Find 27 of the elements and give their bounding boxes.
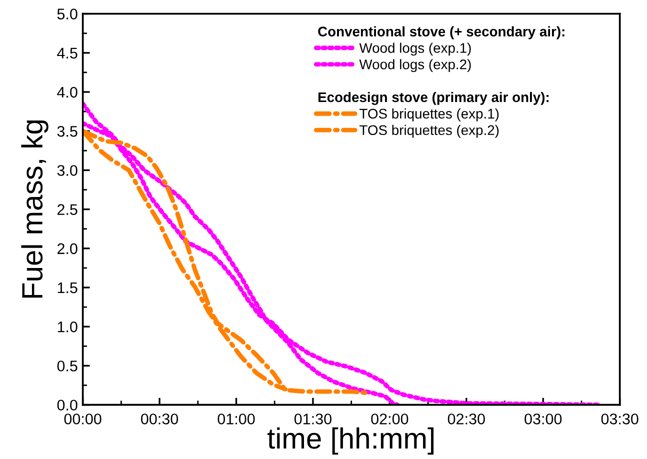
x-tick-label: 01:30 <box>294 414 332 424</box>
legend-label: TOS briquettes (exp.1) <box>360 108 499 122</box>
x-tick-label: 01:00 <box>218 414 255 424</box>
y-tick-label: 4.5 <box>57 48 78 59</box>
y-tick-label: 0.5 <box>57 360 78 372</box>
y-tick-label: 2.5 <box>57 204 78 215</box>
y-tick-label: 1.5 <box>58 282 78 294</box>
y-axis-title: Fuel mass, kg <box>21 120 48 298</box>
y-tick-label: 1.0 <box>58 321 78 332</box>
x-tick-label: 03:30 <box>601 414 638 424</box>
y-tick-label: 2.0 <box>57 243 78 254</box>
y-tick-label: 4.0 <box>57 86 78 98</box>
annotation: Conventional stove (+ secondary air): <box>318 26 564 40</box>
x-tick-label: 03:00 <box>524 414 562 424</box>
legend-label: Wood logs (exp.1) <box>359 42 471 56</box>
x-tick-label: 02:30 <box>448 414 485 424</box>
y-tick-label: 3.5 <box>57 126 78 137</box>
y-tick-label: 3.0 <box>57 165 78 176</box>
annotation: Ecodesign stove (primary air only): <box>318 92 549 105</box>
legend-label: TOS briquettes (exp.2) <box>360 124 499 138</box>
y-tick-label: 0.0 <box>57 400 78 411</box>
x-axis-title: time [hh:mm] <box>267 427 434 455</box>
x-tick-label: 00:00 <box>64 414 102 424</box>
legend-label: Wood logs (exp.2) <box>359 59 471 72</box>
y-tick-label: 5.0 <box>57 8 78 20</box>
x-tick-label: 00:30 <box>141 414 178 424</box>
x-tick-label: 02:00 <box>371 414 408 424</box>
